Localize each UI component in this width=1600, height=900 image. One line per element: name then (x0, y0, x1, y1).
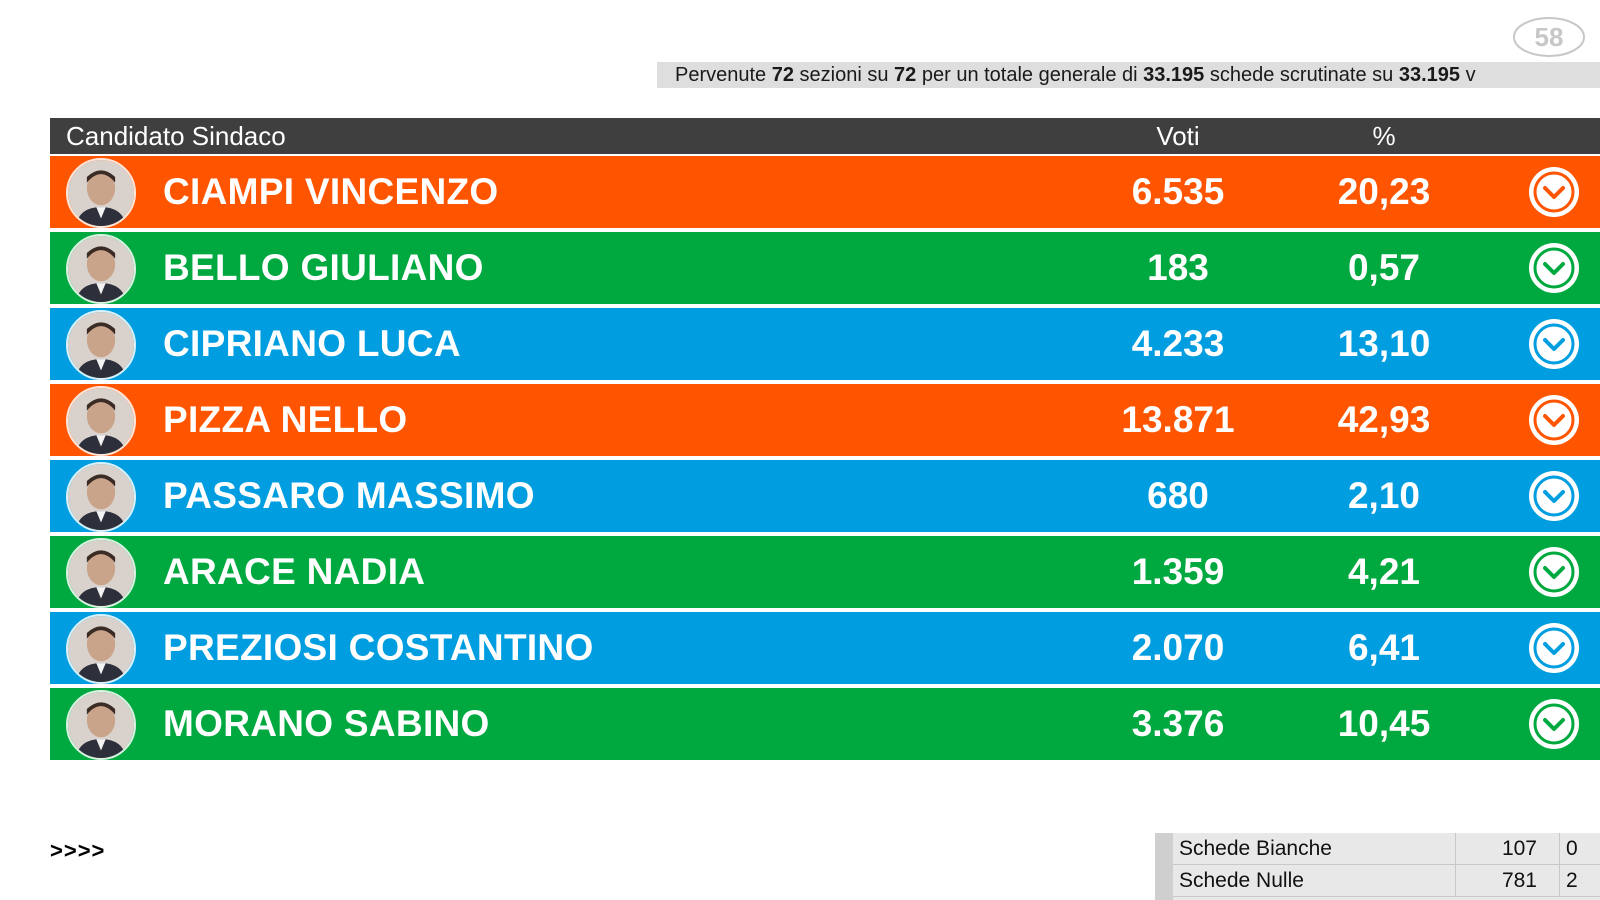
chevron-down-circle-icon[interactable] (1526, 544, 1582, 600)
more-results-link[interactable]: >>>> (50, 838, 106, 863)
header-votes: Voti (1156, 121, 1200, 151)
stats-row: Schede Bianche 107 0 (1173, 833, 1600, 865)
candidate-percent: 4,21 (1347, 551, 1420, 592)
candidate-votes: 6.535 (1131, 171, 1225, 212)
stats-value: 107 (1455, 833, 1543, 864)
stats-label: Schede Bianche (1179, 837, 1332, 860)
candidate-avatar (66, 614, 136, 684)
header-percent: % (1372, 121, 1396, 151)
candidate-name: PIZZA NELLO (163, 399, 408, 440)
candidate-name: PASSARO MASSIMO (163, 475, 535, 516)
candidate-votes: 4.233 (1131, 323, 1225, 364)
table-header: Candidato Sindaco Voti % (50, 118, 1600, 154)
channel-logo: 58 (1513, 17, 1585, 57)
candidate-name: CIAMPI VINCENZO (163, 171, 499, 212)
chevron-down-circle-icon[interactable] (1526, 240, 1582, 296)
chevron-down-circle-icon[interactable] (1526, 620, 1582, 676)
candidate-percent: 2,10 (1347, 475, 1420, 516)
candidate-votes: 1.359 (1131, 551, 1225, 592)
candidate-avatar (66, 538, 136, 608)
chevron-down-circle-icon[interactable] (1526, 468, 1582, 524)
candidate-avatar (66, 386, 136, 456)
candidate-row: ARACE NADIA 1.359 4,21 (50, 536, 1600, 608)
candidate-name: CIPRIANO LUCA (163, 323, 461, 364)
candidate-percent: 13,10 (1337, 323, 1431, 364)
candidate-avatar (66, 234, 136, 304)
ballot-stats-table: Schede Bianche 107 0 Schede Nulle 781 2 (1155, 833, 1600, 900)
candidate-avatar (66, 158, 136, 228)
stats-value: 781 (1455, 865, 1543, 896)
candidate-name: ARACE NADIA (163, 551, 426, 592)
candidate-row: PASSARO MASSIMO 680 2,10 (50, 460, 1600, 532)
stats-label: Schede Nulle (1179, 869, 1304, 892)
candidate-row: PREZIOSI COSTANTINO 2.070 6,41 (50, 612, 1600, 684)
candidate-row: CIAMPI VINCENZO 6.535 20,23 (50, 156, 1600, 228)
chevron-down-circle-icon[interactable] (1526, 316, 1582, 372)
candidate-row: MORANO SABINO 3.376 10,45 (50, 688, 1600, 760)
stats-percent: 2 (1559, 865, 1578, 896)
candidate-avatar (66, 462, 136, 532)
stats-percent: 0 (1559, 833, 1578, 864)
candidate-row: CIPRIANO LUCA 4.233 13,10 (50, 308, 1600, 380)
candidate-percent: 42,93 (1337, 399, 1431, 440)
sections-summary: Pervenute 72 sezioni su 72 per un totale… (657, 62, 1600, 88)
candidate-percent: 0,57 (1347, 247, 1420, 288)
candidate-name: PREZIOSI COSTANTINO (163, 627, 594, 668)
candidate-avatar (66, 310, 136, 380)
header-candidate: Candidato Sindaco (66, 121, 286, 151)
results-table: Candidato Sindaco Voti % CIAMPI VINCENZO… (50, 118, 1600, 760)
chevron-down-circle-icon[interactable] (1526, 392, 1582, 448)
candidate-percent: 20,23 (1337, 171, 1431, 212)
candidate-name: MORANO SABINO (163, 703, 490, 744)
candidate-percent: 6,41 (1347, 627, 1420, 668)
svg-text:58: 58 (1535, 22, 1564, 52)
candidate-avatar (66, 690, 136, 760)
candidate-votes: 13.871 (1121, 399, 1235, 440)
candidate-votes: 3.376 (1131, 703, 1225, 744)
candidate-row: BELLO GIULIANO 183 0,57 (50, 232, 1600, 304)
candidate-name: BELLO GIULIANO (163, 247, 484, 288)
candidate-votes: 680 (1147, 475, 1209, 516)
candidate-votes: 183 (1147, 247, 1209, 288)
chevron-down-circle-icon[interactable] (1526, 164, 1582, 220)
candidate-votes: 2.070 (1131, 627, 1225, 668)
chevron-down-circle-icon[interactable] (1526, 696, 1582, 752)
stats-row: Schede Nulle 781 2 (1173, 865, 1600, 897)
candidate-row: PIZZA NELLO 13.871 42,93 (50, 384, 1600, 456)
candidate-percent: 10,45 (1337, 703, 1431, 744)
